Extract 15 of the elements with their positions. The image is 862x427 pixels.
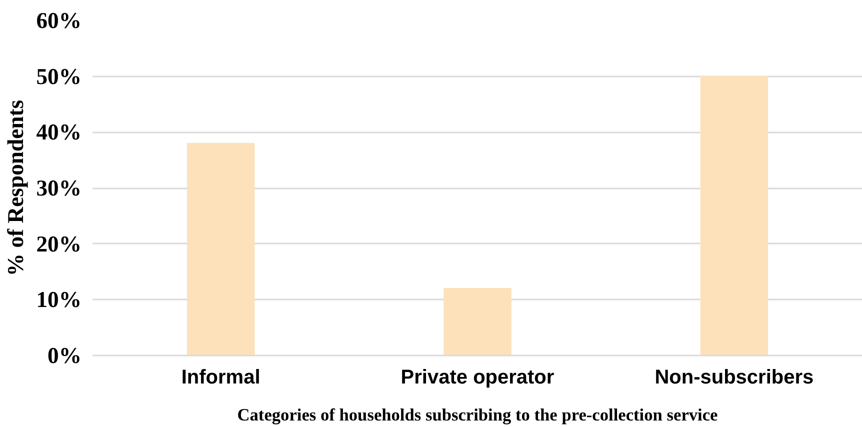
y-tick-label: 60% (36, 8, 82, 33)
bar (700, 76, 768, 356)
x-tick-label: Informal (181, 366, 260, 388)
x-tick-label: Non-subscribers (654, 366, 814, 388)
bar (186, 142, 255, 356)
y-axis-title: % of Respondents (3, 100, 28, 276)
y-tick-label: 40% (36, 120, 82, 145)
y-tick-label: 30% (36, 176, 82, 200)
y-tick-label: 20% (36, 231, 82, 256)
y-tick-label: 50% (36, 64, 82, 89)
bar (444, 288, 512, 356)
x-tick-label: Private operator (400, 366, 554, 388)
x-axis-title: Categories of households subscribing to the pre-collection service (237, 406, 718, 424)
y-tick-label: 0% (48, 343, 82, 368)
y-tick-label: 10% (36, 287, 82, 312)
